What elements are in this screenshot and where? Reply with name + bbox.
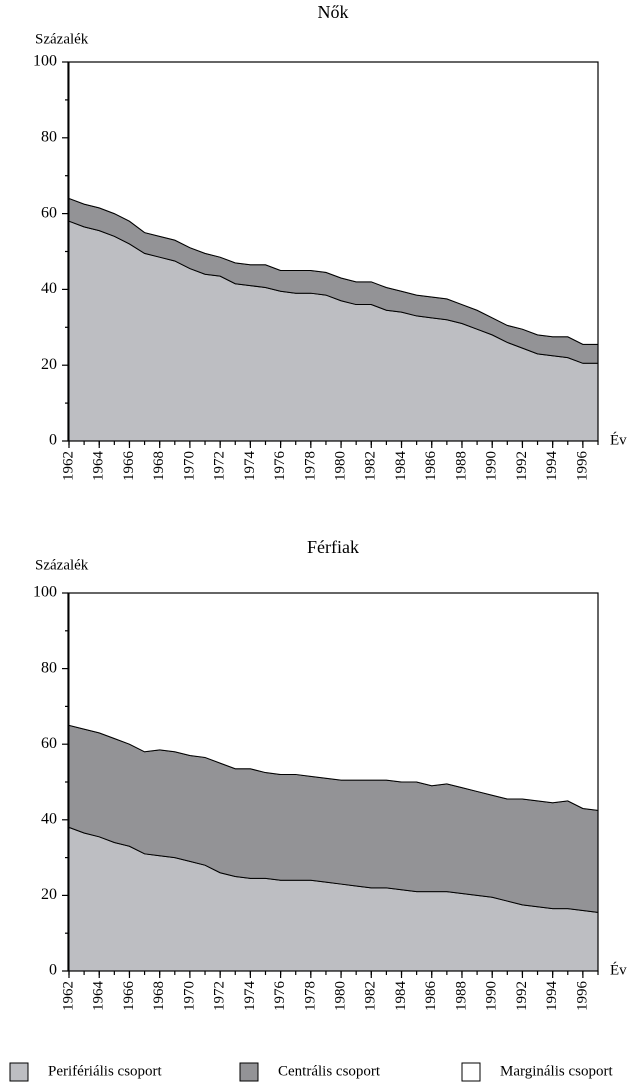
x-tick-label: 1986 (423, 451, 439, 482)
x-tick-label: 1990 (484, 451, 500, 481)
y-axis-label: Százalék (35, 557, 89, 573)
y-tick-label: 80 (41, 659, 57, 676)
x-tick-label: 1970 (181, 981, 197, 1011)
x-tick-label: 1974 (242, 451, 258, 482)
x-tick-label: 1972 (212, 451, 228, 481)
x-tick-label: 1994 (544, 981, 560, 1012)
legend-label: Centrális csoport (278, 1063, 381, 1079)
y-tick-label: 100 (33, 53, 57, 70)
y-tick-label: 40 (41, 280, 57, 297)
x-tick-label: 1984 (393, 981, 409, 1012)
x-tick-label: 1982 (363, 981, 379, 1011)
x-tick-label: 1986 (423, 981, 439, 1012)
x-tick-label: 1968 (151, 981, 167, 1011)
x-tick-label: 1996 (574, 451, 590, 482)
x-tick-label: 1982 (363, 451, 379, 481)
x-tick-label: 1970 (181, 451, 197, 481)
x-tick-label: 1988 (453, 981, 469, 1011)
y-tick-label: 80 (41, 128, 57, 145)
legend-label: Marginális csoport (500, 1063, 613, 1079)
y-tick-label: 20 (41, 356, 57, 373)
x-axis-label: Év (610, 431, 627, 448)
x-tick-label: 1996 (574, 981, 590, 1012)
x-tick-label: 1976 (272, 451, 288, 482)
x-tick-label: 1964 (91, 981, 107, 1012)
x-tick-label: 1962 (60, 451, 76, 481)
x-tick-label: 1980 (332, 981, 348, 1011)
x-tick-label: 1964 (91, 451, 107, 482)
y-tick-label: 60 (41, 204, 57, 221)
y-axis-label: Százalék (35, 31, 89, 47)
x-tick-label: 1992 (514, 451, 530, 481)
y-tick-label: 20 (41, 886, 57, 903)
y-tick-label: 60 (41, 735, 57, 752)
legend-swatch (9, 1062, 29, 1082)
x-tick-label: 1962 (60, 981, 76, 1011)
legend-swatch (461, 1062, 481, 1082)
y-tick-label: 0 (49, 432, 57, 449)
x-tick-label: 1974 (242, 981, 258, 1012)
x-tick-label: 1990 (484, 981, 500, 1011)
x-tick-label: 1972 (212, 981, 228, 1011)
x-tick-label: 1992 (514, 981, 530, 1011)
x-tick-label: 1966 (121, 981, 137, 1012)
y-tick-label: 100 (33, 584, 57, 601)
chart-title: Férfiak (307, 537, 359, 557)
x-tick-label: 1978 (302, 981, 318, 1011)
x-tick-label: 1976 (272, 981, 288, 1012)
chart-title: Nők (318, 2, 349, 22)
x-tick-label: 1984 (393, 451, 409, 482)
y-tick-label: 40 (41, 810, 57, 827)
x-tick-label: 1978 (302, 451, 318, 481)
x-tick-label: 1988 (453, 451, 469, 481)
x-tick-label: 1980 (332, 451, 348, 481)
x-axis-label: Év (610, 961, 627, 978)
x-tick-label: 1968 (151, 451, 167, 481)
legend-label: Perifériális csoport (48, 1063, 163, 1079)
legend-swatch (239, 1062, 259, 1082)
y-tick-label: 0 (49, 962, 57, 979)
x-tick-label: 1994 (544, 451, 560, 482)
x-tick-label: 1966 (121, 451, 137, 482)
